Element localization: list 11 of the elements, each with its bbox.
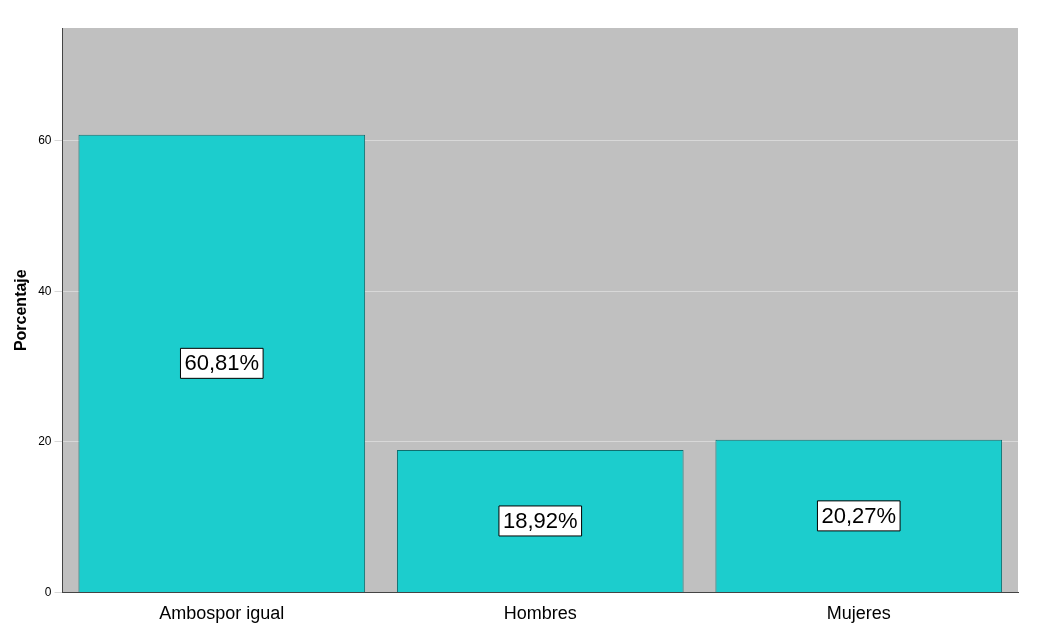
x-tick-label: Ambospor igual xyxy=(159,603,285,624)
data-label: 18,92% xyxy=(502,508,578,534)
x-tick-label: Mujeres xyxy=(826,603,891,624)
data-label: 20,27% xyxy=(821,502,897,528)
y-tick-label: 0 xyxy=(44,584,52,599)
y-axis-title: Porcentaje xyxy=(12,269,30,352)
data-label: 60,81% xyxy=(184,350,260,376)
x-tick-label: Hombres xyxy=(503,603,577,624)
y-tick-label: 40 xyxy=(38,283,52,298)
y-tick-label: 20 xyxy=(38,434,52,449)
y-tick-label: 60 xyxy=(38,133,52,148)
